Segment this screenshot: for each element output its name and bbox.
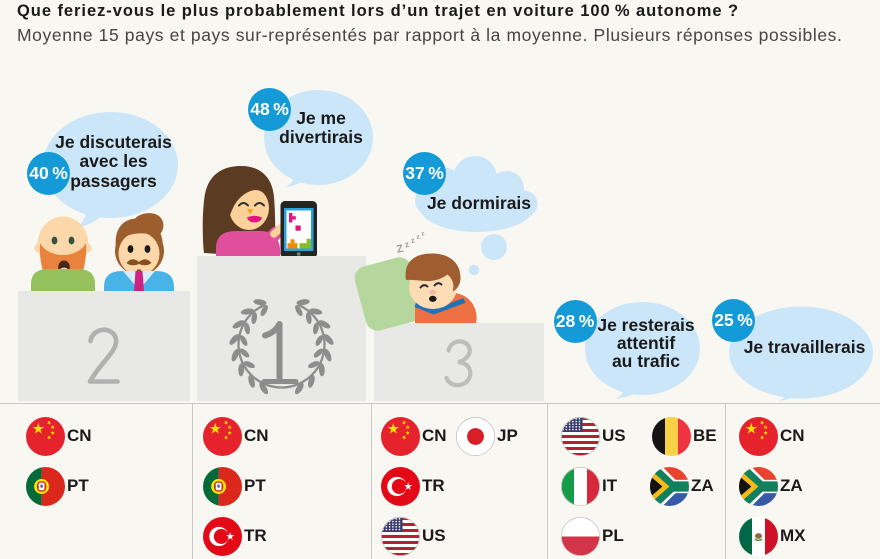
svg-text:z: z (416, 234, 421, 242)
svg-text:Z: Z (395, 243, 405, 256)
svg-text:z: z (410, 235, 416, 245)
svg-text:z: z (421, 231, 425, 238)
svg-text:z: z (404, 239, 410, 250)
